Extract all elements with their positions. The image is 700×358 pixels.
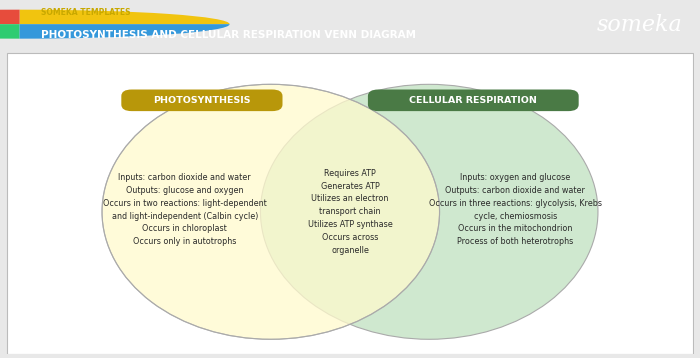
Text: PHOTOSYNTHESIS: PHOTOSYNTHESIS	[153, 96, 251, 105]
Text: PHOTOSYNTHESIS AND CELLULAR RESPIRATION VENN DIAGRAM: PHOTOSYNTHESIS AND CELLULAR RESPIRATION …	[41, 30, 416, 40]
Ellipse shape	[102, 84, 440, 339]
Wedge shape	[0, 24, 20, 39]
Text: SOMEKA TEMPLATES: SOMEKA TEMPLATES	[41, 8, 130, 16]
FancyBboxPatch shape	[121, 90, 283, 111]
Text: Inputs: oxygen and glucose
Outputs: carbon dioxide and water
Occurs in three rea: Inputs: oxygen and glucose Outputs: carb…	[429, 173, 602, 246]
Text: someka: someka	[596, 14, 682, 36]
Text: Inputs: carbon dioxide and water
Outputs: glucose and oxygen
Occurs in two react: Inputs: carbon dioxide and water Outputs…	[103, 173, 267, 246]
Text: Requires ATP
Generates ATP
Utilizes an electron
transport chain
Utilizes ATP syn: Requires ATP Generates ATP Utilizes an e…	[307, 169, 393, 255]
FancyBboxPatch shape	[7, 53, 693, 354]
Wedge shape	[20, 10, 230, 24]
Text: CELLULAR RESPIRATION: CELLULAR RESPIRATION	[410, 96, 537, 105]
FancyBboxPatch shape	[368, 90, 579, 111]
Wedge shape	[20, 24, 230, 39]
Ellipse shape	[260, 84, 598, 339]
Wedge shape	[0, 10, 20, 24]
